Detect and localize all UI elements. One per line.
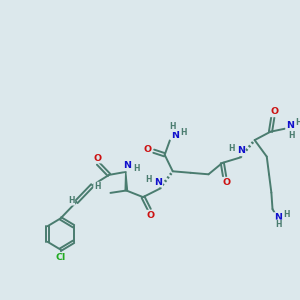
Text: H: H: [180, 128, 187, 137]
Text: H: H: [169, 122, 176, 131]
Text: H: H: [145, 175, 152, 184]
Text: H: H: [228, 144, 235, 153]
Text: N: N: [123, 161, 131, 170]
Text: O: O: [270, 107, 278, 116]
Text: H: H: [68, 196, 74, 205]
Text: N: N: [286, 121, 294, 130]
Text: N: N: [237, 146, 245, 155]
Text: H: H: [296, 118, 300, 127]
Text: H: H: [134, 164, 140, 173]
Text: O: O: [94, 154, 102, 163]
Text: O: O: [222, 178, 230, 187]
Text: H: H: [283, 210, 290, 219]
Text: O: O: [146, 211, 154, 220]
Text: Cl: Cl: [56, 253, 66, 262]
Text: H: H: [288, 131, 295, 140]
Text: H: H: [94, 182, 101, 191]
Text: H: H: [276, 220, 282, 229]
Text: N: N: [274, 213, 282, 222]
Text: N: N: [154, 178, 162, 187]
Polygon shape: [125, 172, 128, 190]
Text: O: O: [143, 145, 152, 154]
Text: N: N: [171, 130, 179, 140]
